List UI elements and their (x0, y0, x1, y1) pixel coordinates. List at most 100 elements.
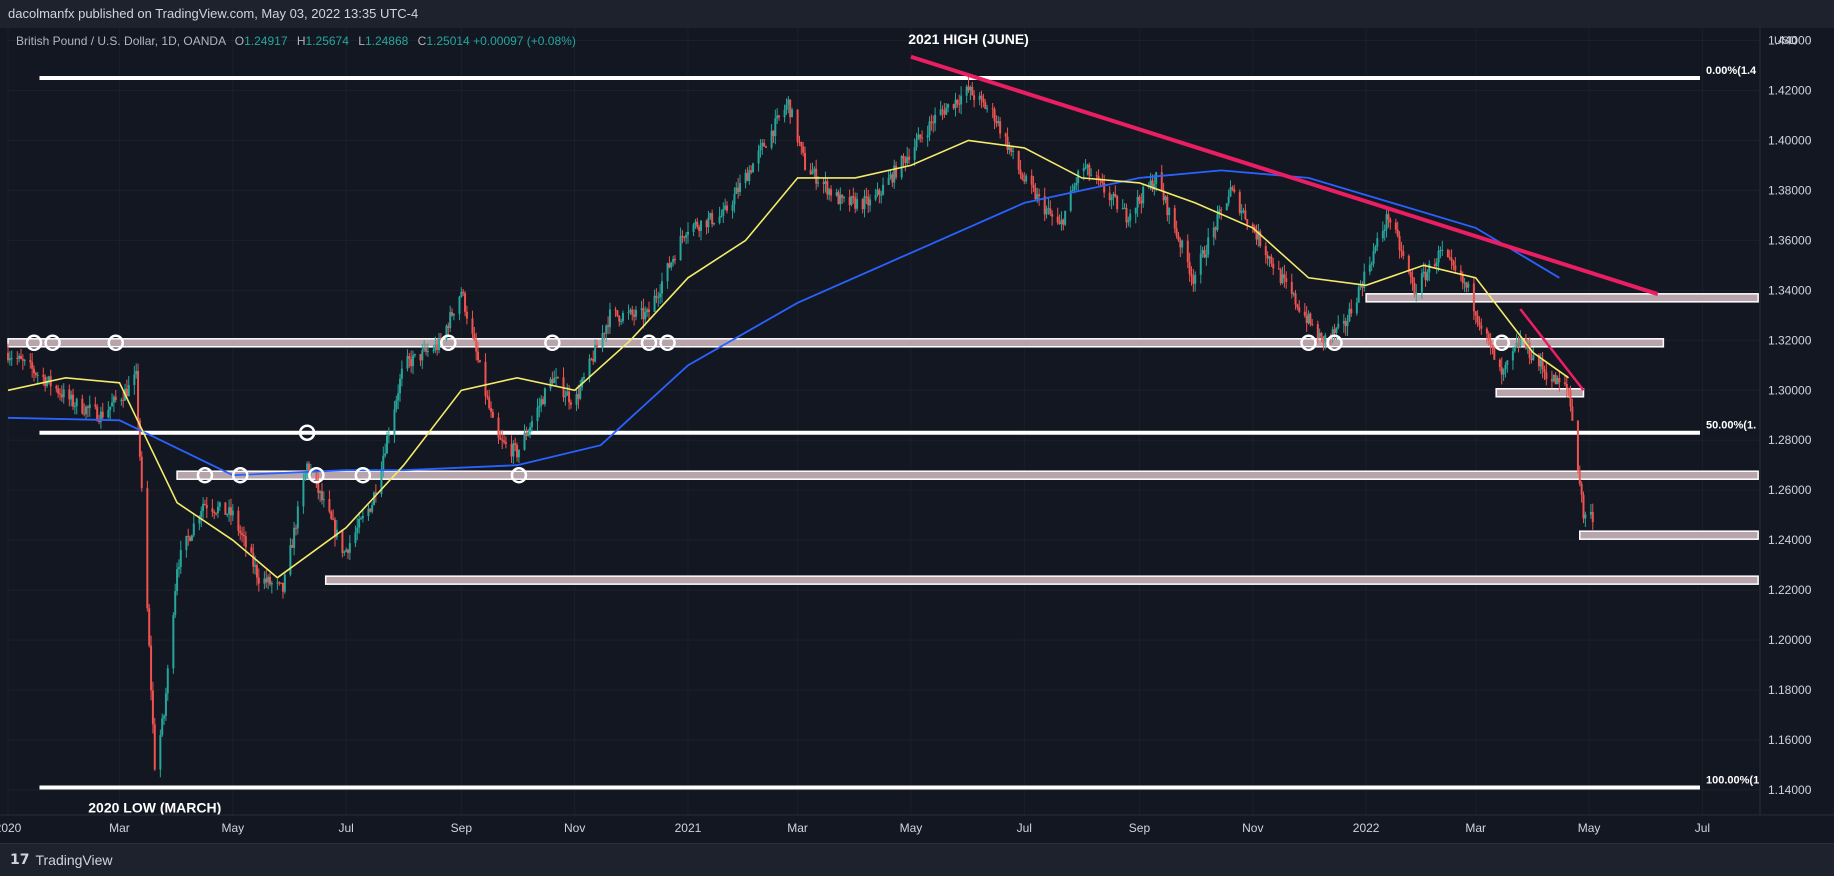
price-axis[interactable]: 1.44000 1.42000 1.40000 1.38000 1.36000 1.340… (1759, 28, 1834, 815)
candle-body (1082, 168, 1085, 172)
candle-body (452, 313, 455, 316)
candle-body (627, 312, 630, 314)
candle-body (34, 373, 37, 376)
candle-body (608, 309, 611, 328)
candle-body (575, 394, 578, 405)
candle-body (267, 576, 270, 583)
candle-body (172, 615, 175, 669)
candle-body (257, 577, 260, 584)
candle-body (410, 358, 413, 367)
bottom-bar: 17 TradingView (0, 843, 1834, 876)
candle-body (1077, 171, 1080, 184)
candle-body (1407, 255, 1410, 272)
candle-body (1162, 190, 1165, 201)
candle-body (198, 517, 201, 524)
touch-marker (1300, 334, 1317, 352)
price-tick-label: 1.40000 (1768, 133, 1812, 147)
candle-body (1203, 250, 1206, 258)
candle-body (666, 263, 669, 282)
candle-body (211, 508, 214, 512)
candle-body (629, 309, 632, 313)
price-tick-label: 1.18000 (1768, 683, 1812, 697)
candle-body (387, 434, 390, 436)
low-label: L (358, 34, 365, 48)
candle-body (711, 213, 714, 225)
time-axis[interactable]: 2020 Mar May Jul Sep Nov 2021 Mar May Jul Sep Nov 20… (0, 814, 1834, 835)
candle-body (579, 387, 582, 399)
candle-body (1112, 193, 1115, 198)
candle-body (761, 142, 764, 146)
price-tick-label: 1.38000 (1768, 183, 1812, 197)
candle-body (1355, 302, 1358, 314)
tradingview-brand[interactable]: 17 TradingView (10, 852, 113, 868)
candles (7, 76, 1594, 778)
candle-body (523, 432, 526, 450)
candle-body (824, 181, 827, 184)
candle-body (633, 314, 636, 317)
candle-body (1402, 251, 1405, 256)
candle-body (85, 406, 88, 415)
price-chart[interactable]: 0.00%(1.4 50.00%(1. 100.00%(1 2021 HIGH (J… (0, 28, 1834, 843)
candle-body (668, 263, 671, 268)
candle-body (863, 196, 866, 210)
candle-body (841, 194, 844, 198)
candle-body (1480, 325, 1483, 329)
currency-label: USD (1774, 35, 1797, 47)
candle-body (634, 310, 637, 317)
price-tick-label: 1.30000 (1768, 383, 1812, 397)
candle-body (817, 182, 820, 184)
candle-body (765, 146, 768, 148)
candle-body (551, 379, 554, 384)
candle-body (887, 177, 890, 185)
candle-body (460, 291, 463, 297)
touch-marker (440, 334, 457, 352)
candle-body (1123, 207, 1126, 209)
candle-body (293, 527, 296, 548)
candle-body (1541, 359, 1544, 370)
candle-body (739, 182, 742, 193)
candle-body (72, 394, 75, 407)
candle-body (720, 215, 723, 217)
candle-body (1344, 320, 1347, 327)
candle-body (83, 413, 86, 415)
candle-body (343, 551, 346, 553)
candle-body (1500, 367, 1503, 375)
candle-body (917, 134, 920, 140)
candle-body (692, 224, 695, 232)
candle-body (1264, 246, 1267, 256)
candle-body (1060, 219, 1063, 225)
candle-body (1281, 274, 1284, 284)
candle-body (556, 377, 559, 379)
candle-body (1199, 253, 1202, 275)
time-tick-label: Sep (1129, 821, 1151, 835)
candle-body (1227, 196, 1230, 204)
touch-marker (354, 466, 372, 484)
candle-body (1242, 210, 1245, 212)
candle-body (995, 121, 998, 124)
candle-body (1201, 250, 1204, 254)
annotations: 2021 HIGH (JUNE) 2020 LOW (MARCH) (88, 31, 1029, 815)
candle-body (1489, 340, 1492, 345)
candle-body (1240, 210, 1243, 214)
candle-body (120, 399, 123, 401)
candle-body (644, 312, 647, 320)
candle-body (553, 377, 556, 384)
candle-body (317, 481, 320, 493)
candle-body (255, 565, 258, 578)
candle-body (646, 309, 649, 313)
symbol-name: British Pound / U.S. Dollar, 1D, OANDA (16, 34, 226, 48)
candle-body (965, 86, 968, 96)
candle-body (549, 379, 552, 389)
candle-body (1569, 390, 1572, 407)
candle-body (698, 226, 701, 231)
candle-body (229, 507, 232, 516)
candle-body (1095, 175, 1098, 177)
candle-body (1426, 272, 1429, 281)
candle-body (1259, 231, 1262, 247)
candle-body (283, 574, 286, 592)
low-value: 1.24868 (364, 34, 409, 48)
candle-body (1088, 164, 1091, 176)
candle-body (1346, 321, 1349, 327)
candle-body (413, 354, 416, 356)
candle-body (1567, 388, 1570, 391)
